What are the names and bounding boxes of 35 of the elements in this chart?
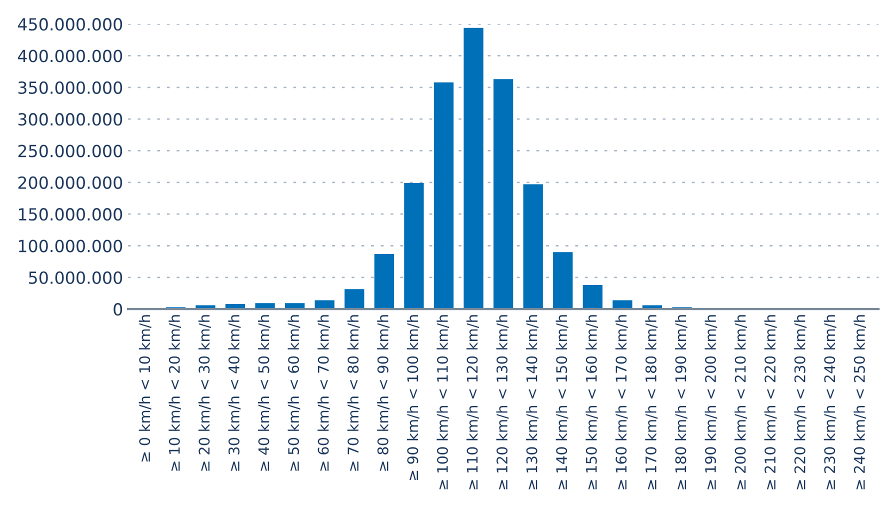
x-tick-label: ≥ 120 km/h < 130 km/h <box>496 315 509 490</box>
x-tick-label: ≥ 160 km/h < 170 km/h <box>615 315 628 490</box>
x-tick-label: ≥ 100 km/h < 110 km/h <box>436 315 450 490</box>
y-tick-label: 150.000.000 <box>18 208 122 221</box>
x-tick-label: ≥ 150 km/h < 160 km/h <box>586 315 598 490</box>
x-tick-label: ≥ 240 km/h < 250 km/h <box>854 315 866 490</box>
y-tick-label: 350.000.000 <box>18 81 122 94</box>
y-tick-label: 50.000.000 <box>29 271 122 284</box>
x-tick-label: ≥ 0 km/h < 10 km/h <box>138 315 152 462</box>
x-tick-label: ≥ 30 km/h < 40 km/h <box>228 315 241 471</box>
x-tick-label: ≥ 140 km/h < 150 km/h <box>556 315 568 490</box>
y-tick-label: 450.000.000 <box>18 18 122 31</box>
y-tick-label: 200.000.000 <box>18 176 122 189</box>
x-tick-label: ≥ 200 km/h < 210 km/h <box>734 315 747 490</box>
x-tick-label: ≥ 70 km/h < 80 km/h <box>347 315 360 471</box>
y-tick-label: 0 <box>114 303 122 316</box>
x-tick-label: ≥ 190 km/h < 200 km/h <box>704 315 718 490</box>
x-tick-label: ≥ 170 km/h < 180 km/h <box>645 315 658 490</box>
x-tick-label: ≥ 220 km/h < 230 km/h <box>794 315 807 490</box>
x-tick-label: ≥ 60 km/h < 70 km/h <box>318 315 330 471</box>
y-tick-label: 400.000.000 <box>18 50 122 62</box>
x-tick-label: ≥ 50 km/h < 60 km/h <box>288 315 300 471</box>
y-tick-label: 100.000.000 <box>18 240 122 252</box>
x-tick-label: ≥ 180 km/h < 190 km/h <box>674 315 688 490</box>
x-tick-label: ≥ 40 km/h < 50 km/h <box>258 315 270 471</box>
y-tick-label: 300.000.000 <box>18 113 122 126</box>
x-tick-label: ≥ 130 km/h < 140 km/h <box>526 315 538 490</box>
x-tick-label: ≥ 20 km/h < 30 km/h <box>198 315 211 471</box>
x-tick-label: ≥ 210 km/h < 220 km/h <box>764 315 777 490</box>
x-tick-label: ≥ 230 km/h < 240 km/h <box>824 315 836 490</box>
x-tick-label: ≥ 10 km/h < 20 km/h <box>168 315 182 471</box>
x-tick-label: ≥ 80 km/h < 90 km/h <box>377 315 390 471</box>
y-tick-label: 250.000.000 <box>18 144 122 158</box>
x-tick-label: ≥ 110 km/h < 120 km/h <box>466 315 479 490</box>
x-tick-label: ≥ 90 km/h < 100 km/h <box>406 315 420 480</box>
